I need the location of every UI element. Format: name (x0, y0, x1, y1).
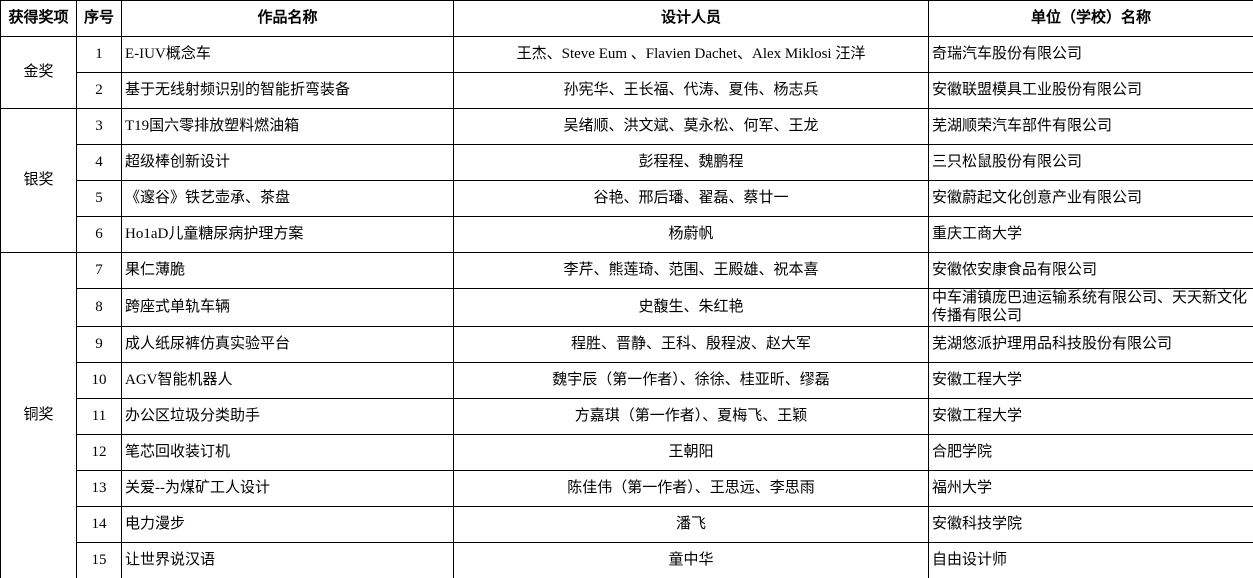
no-cell: 1 (76, 36, 122, 73)
work-cell: 办公区垃圾分类助手 (121, 398, 454, 436)
no-cell: 14 (76, 506, 122, 544)
org-cell: 安徽联盟模具工业股份有限公司 (928, 72, 1253, 109)
work-cell: 电力漫步 (121, 506, 454, 544)
work-cell: 关爱--为煤矿工人设计 (121, 470, 454, 508)
designers-cell: 陈佳伟（第一作者）、王思远、李思雨 (453, 470, 929, 508)
designers-cell: 谷艳、邢后璠、翟磊、蔡廿一 (453, 180, 929, 217)
designers-cell: 彭程程、魏鹏程 (453, 144, 929, 181)
no-cell: 8 (76, 287, 122, 328)
org-cell: 安徽工程大学 (928, 398, 1253, 436)
table-row: 13 关爱--为煤矿工人设计 陈佳伟（第一作者）、王思远、李思雨 福州大学 (1, 470, 1253, 508)
no-cell: 15 (76, 542, 122, 578)
award-group-gold: 金奖 (0, 36, 77, 109)
table-row: 4 超级棒创新设计 彭程程、魏鹏程 三只松鼠股份有限公司 (1, 144, 1253, 181)
table-row: 6 Ho1aD儿童糖尿病护理方案 杨蔚帆 重庆工商大学 (1, 216, 1253, 253)
designers-cell: 王杰、Steve Eum 、Flavien Dachet、Alex Miklos… (453, 36, 929, 73)
no-cell: 13 (76, 470, 122, 508)
no-cell: 10 (76, 362, 122, 400)
no-cell: 12 (76, 434, 122, 472)
org-cell: 安徽侬安康食品有限公司 (928, 252, 1253, 289)
org-cell: 福州大学 (928, 470, 1253, 508)
table-row: 14 电力漫步 潘飞 安徽科技学院 (1, 506, 1253, 544)
no-cell: 11 (76, 398, 122, 436)
no-cell: 5 (76, 180, 122, 217)
org-cell: 中车浦镇庞巴迪运输系统有限公司、天天新文化传播有限公司 (928, 287, 1253, 328)
no-cell: 7 (76, 252, 122, 289)
no-cell: 2 (76, 72, 122, 109)
work-cell: 基于无线射频识别的智能折弯装备 (121, 72, 454, 109)
table-row: 银奖 3 T19国六零排放塑料燃油箱 吴绪顺、洪文斌、莫永松、何军、王龙 芜湖顺… (0, 108, 1253, 253)
header-cell-no: 序号 (76, 0, 122, 37)
designers-cell: 史馥生、朱红艳 (453, 287, 929, 328)
work-cell: 跨座式单轨车辆 (121, 287, 454, 328)
table-row: 8 跨座式单轨车辆 史馥生、朱红艳 中车浦镇庞巴迪运输系统有限公司、天天新文化传… (1, 287, 1253, 328)
table-row: 2 基于无线射频识别的智能折弯装备 孙宪华、王长福、代涛、夏伟、杨志兵 安徽联盟… (1, 72, 1253, 109)
header-cell-org: 单位（学校）名称 (928, 0, 1253, 37)
table-row: 5 《邃谷》铁艺壶承、茶盘 谷艳、邢后璠、翟磊、蔡廿一 安徽蔚起文化创意产业有限… (1, 180, 1253, 217)
org-cell: 合肥学院 (928, 434, 1253, 472)
no-cell: 3 (76, 108, 122, 145)
work-cell: 笔芯回收装订机 (121, 434, 454, 472)
header-row: 获得奖项 序号 作品名称 设计人员 单位（学校）名称 (0, 0, 1253, 37)
designers-cell: 王朝阳 (453, 434, 929, 472)
org-cell: 安徽科技学院 (928, 506, 1253, 544)
org-cell: 芜湖顺荣汽车部件有限公司 (928, 108, 1253, 145)
no-cell: 9 (76, 326, 122, 364)
header-cell-work: 作品名称 (121, 0, 454, 37)
org-cell: 安徽蔚起文化创意产业有限公司 (928, 180, 1253, 217)
award-group-bronze: 铜奖 (0, 251, 77, 578)
table-row: 铜奖 7 果仁薄脆 李芹、熊莲琦、范围、王殿雄、祝本喜 安徽侬安康食品有限公司 (0, 251, 1253, 578)
table-row: 12 笔芯回收装订机 王朝阳 合肥学院 (1, 434, 1253, 472)
table-row: 金奖 1 E-IUV概念车 王杰、Steve Eum 、Flavien Dach… (0, 36, 1253, 109)
org-cell: 芜湖悠派护理用品科技股份有限公司 (928, 326, 1253, 364)
table-row: 15 让世界说汉语 童中华 自由设计师 (1, 542, 1253, 578)
work-cell: Ho1aD儿童糖尿病护理方案 (121, 216, 454, 253)
table-row: 9 成人纸尿裤仿真实验平台 程胜、晋静、王科、殷程波、赵大军 芜湖悠派护理用品科… (1, 326, 1253, 364)
work-cell: 让世界说汉语 (121, 542, 454, 578)
work-cell: E-IUV概念车 (121, 36, 454, 73)
work-cell: T19国六零排放塑料燃油箱 (121, 108, 454, 145)
header-cell-designers: 设计人员 (453, 0, 929, 37)
no-cell: 6 (76, 216, 122, 253)
work-cell: 超级棒创新设计 (121, 144, 454, 181)
designers-cell: 潘飞 (453, 506, 929, 544)
designers-cell: 吴绪顺、洪文斌、莫永松、何军、王龙 (453, 108, 929, 145)
designers-cell: 杨蔚帆 (453, 216, 929, 253)
designers-cell: 童中华 (453, 542, 929, 578)
designers-cell: 李芹、熊莲琦、范围、王殿雄、祝本喜 (453, 252, 929, 289)
award-group-silver: 银奖 (0, 108, 77, 253)
org-cell: 重庆工商大学 (928, 216, 1253, 253)
org-cell: 安徽工程大学 (928, 362, 1253, 400)
no-cell: 4 (76, 144, 122, 181)
work-cell: 成人纸尿裤仿真实验平台 (121, 326, 454, 364)
work-cell: 果仁薄脆 (121, 252, 454, 289)
designers-cell: 孙宪华、王长福、代涛、夏伟、杨志兵 (453, 72, 929, 109)
org-cell: 三只松鼠股份有限公司 (928, 144, 1253, 181)
designers-cell: 魏宇辰（第一作者）、徐徐、桂亚昕、缪磊 (453, 362, 929, 400)
work-cell: 《邃谷》铁艺壶承、茶盘 (121, 180, 454, 217)
org-cell: 自由设计师 (928, 542, 1253, 578)
header-cell-award: 获得奖项 (0, 0, 77, 37)
table-row: 11 办公区垃圾分类助手 方嘉琪（第一作者）、夏梅飞、王颖 安徽工程大学 (1, 398, 1253, 436)
org-cell: 奇瑞汽车股份有限公司 (928, 36, 1253, 73)
table-row: 10 AGV智能机器人 魏宇辰（第一作者）、徐徐、桂亚昕、缪磊 安徽工程大学 (1, 362, 1253, 400)
work-cell: AGV智能机器人 (121, 362, 454, 400)
designers-cell: 方嘉琪（第一作者）、夏梅飞、王颖 (453, 398, 929, 436)
designers-cell: 程胜、晋静、王科、殷程波、赵大军 (453, 326, 929, 364)
